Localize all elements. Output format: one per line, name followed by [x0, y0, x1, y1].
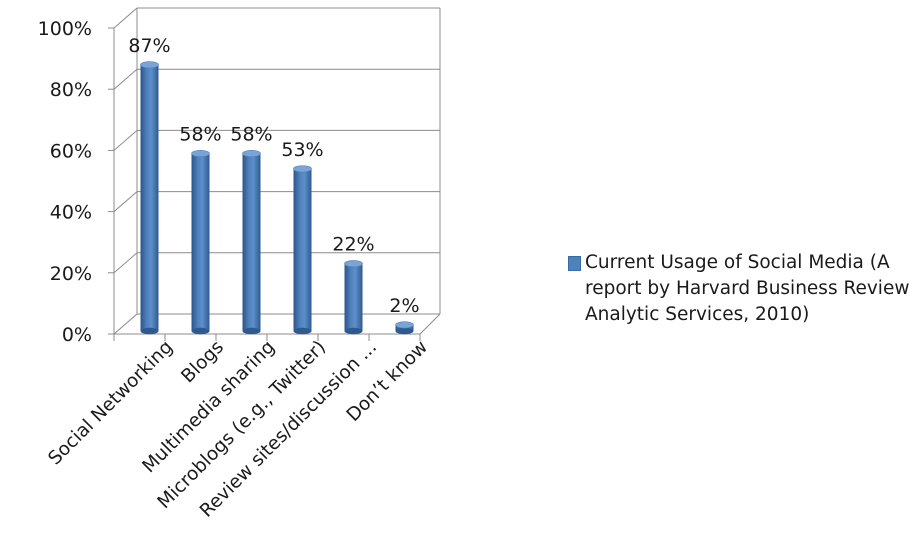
- data-label: 58%: [179, 124, 221, 146]
- gridlines: [113, 7, 440, 335]
- bar-top: [344, 260, 363, 268]
- bar: [242, 150, 261, 335]
- y-tick-label: 60%: [50, 140, 92, 162]
- bar: [395, 321, 414, 335]
- bar-base: [395, 327, 414, 335]
- bar-base: [344, 327, 363, 335]
- bar-body: [293, 168, 312, 331]
- gridline-side: [113, 68, 138, 90]
- bar-base: [191, 327, 210, 335]
- bar-top: [191, 150, 210, 158]
- gridline-side: [113, 130, 138, 151]
- data-labels: 87% 58% 58% 53% 22% 2%: [128, 35, 419, 317]
- bar-top: [293, 165, 312, 173]
- bar-top: [242, 150, 261, 158]
- data-label: 22%: [332, 234, 374, 256]
- gridline-side: [113, 7, 138, 29]
- data-label: 53%: [281, 139, 323, 161]
- y-tick-label: 0%: [62, 324, 92, 346]
- bar-body: [191, 153, 210, 331]
- legend-series-name: Current Usage of Social Media (A report …: [585, 252, 910, 325]
- axes: [108, 8, 441, 341]
- legend: Current Usage of Social Media (A report …: [568, 250, 913, 328]
- y-tick-label: 20%: [50, 263, 92, 285]
- bar-body: [140, 64, 159, 331]
- y-tick-label: 100%: [38, 18, 92, 40]
- bar-base: [140, 327, 159, 335]
- bar-base: [293, 327, 312, 335]
- y-tick-labels: 0% 20% 40% 60% 80% 100%: [38, 18, 92, 346]
- y-tick-label: 80%: [50, 79, 92, 101]
- bar: [344, 260, 363, 335]
- bar-top: [395, 321, 414, 329]
- data-label: 2%: [389, 295, 419, 317]
- gridline-side: [113, 252, 138, 274]
- data-label: 58%: [230, 124, 272, 146]
- bar-top: [140, 61, 159, 69]
- bar: [191, 150, 210, 335]
- gridline-side: [113, 313, 138, 335]
- bar: [140, 61, 159, 335]
- bar-body: [344, 263, 363, 331]
- legend-swatch: [568, 256, 581, 271]
- bar: [293, 165, 312, 335]
- bars: [140, 61, 414, 335]
- gridline-side: [113, 191, 138, 212]
- floor-right-edge: [419, 313, 441, 335]
- data-label: 87%: [128, 35, 170, 57]
- bar-base: [242, 327, 261, 335]
- bar-body: [242, 153, 261, 331]
- y-tick-label: 40%: [50, 202, 92, 224]
